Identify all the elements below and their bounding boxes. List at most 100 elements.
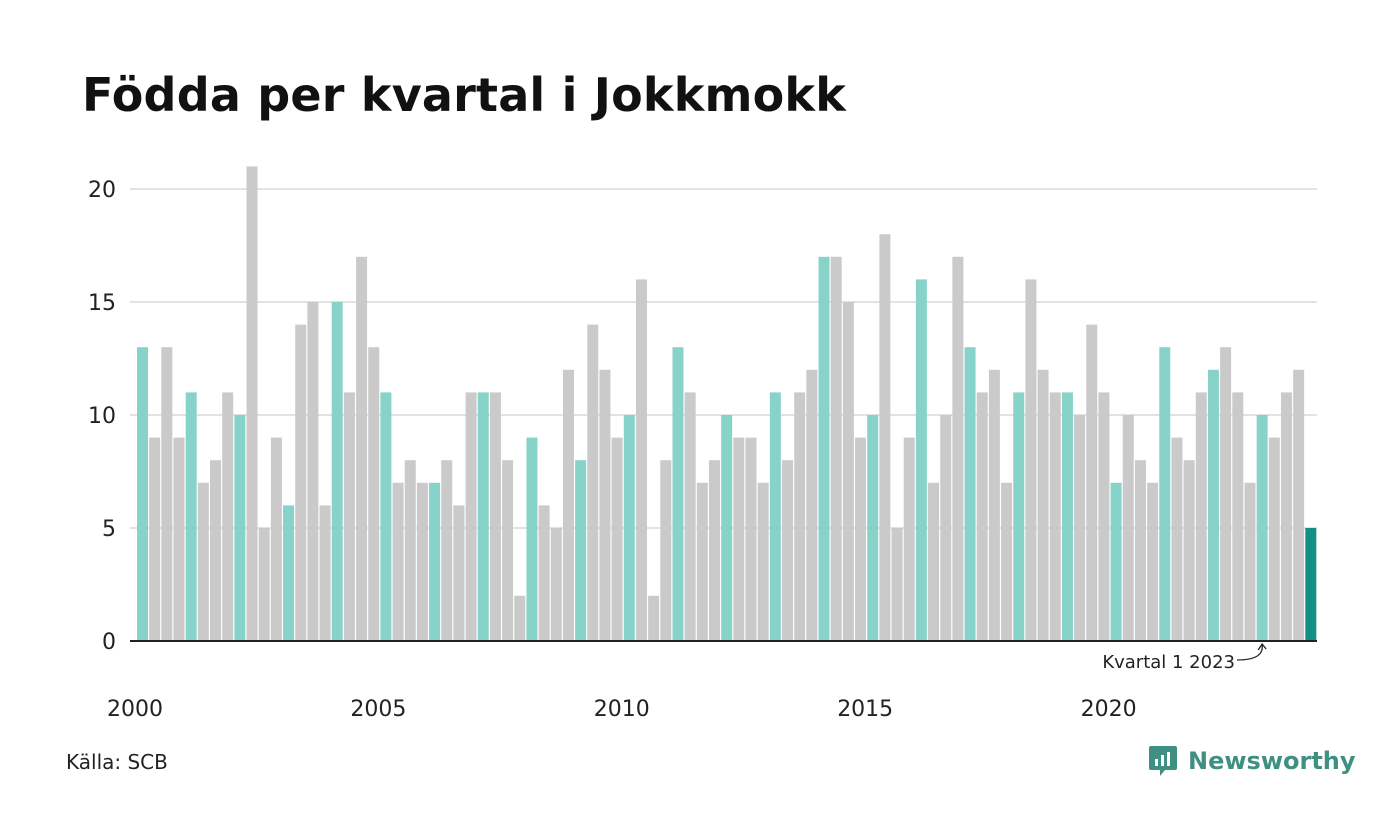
bar [806,369,818,641]
bar [404,460,416,641]
bar [149,437,161,641]
bar [599,369,611,641]
bar [1147,482,1159,641]
bar [818,256,830,641]
bar [137,347,148,641]
x-tick-label: 2015 [837,697,893,722]
bar [1122,415,1134,641]
bar [830,256,842,641]
bar [891,528,903,641]
x-tick-label: 2005 [350,697,406,722]
bar [331,302,343,641]
brand-logo[interactable]: Newsworthy [1148,744,1356,778]
bar [1061,392,1073,641]
bar [842,302,854,641]
bar [1280,392,1292,641]
bar [307,302,319,641]
bar [611,437,623,641]
bar [234,415,246,641]
brand-name: Newsworthy [1188,747,1356,775]
bar [672,347,684,641]
bar [258,528,270,641]
y-tick-label: 15 [88,291,116,316]
bar [1293,369,1305,641]
bar [1049,392,1061,641]
bar [185,392,197,641]
bar [270,437,282,641]
bar [915,279,927,641]
bar [477,392,489,641]
bar [1013,392,1025,641]
x-tick-label: 2010 [594,697,650,722]
bar [295,324,307,641]
bar [283,505,295,641]
bar [368,347,380,641]
bar [903,437,915,641]
bar [1268,437,1280,641]
bar [502,460,514,641]
bar [380,392,392,641]
bar [1110,482,1122,641]
bar [246,166,258,641]
bar [1244,482,1256,641]
bar [855,437,867,641]
bar [964,347,976,641]
x-tick-label: 2020 [1081,697,1137,722]
bar [489,392,501,641]
bar [1074,415,1086,641]
bar [1207,369,1219,641]
y-tick-label: 10 [88,404,116,429]
annotation-label: Kvartal 1 2023 [1102,652,1235,673]
bar [319,505,331,641]
y-tick-label: 5 [102,517,116,542]
bar [197,482,209,641]
bar [696,482,708,641]
bar [416,482,428,641]
bar [465,392,477,641]
bar [173,437,185,641]
bar [976,392,988,641]
bar [648,595,660,641]
bar [441,460,453,641]
bar [1159,347,1171,641]
bar [721,415,733,641]
x-tick-label: 2000 [107,697,163,722]
bar [1025,279,1037,641]
bar [343,392,355,641]
bar [769,392,781,641]
bar [1183,460,1195,641]
bar [1086,324,1098,641]
bar [708,460,720,641]
bar [745,437,757,641]
bar [1134,460,1146,641]
bar [623,415,635,641]
bar [429,482,441,641]
bar [392,482,404,641]
bar [210,460,222,641]
bar [1171,437,1183,641]
bar [1232,392,1244,641]
bar [794,392,806,641]
bar [514,595,526,641]
bar [526,437,538,641]
bar [940,415,952,641]
bar [562,369,574,641]
bar [575,460,587,641]
bar [867,415,879,641]
bar-highlight [1305,528,1317,641]
bar [684,392,696,641]
chart-title: Födda per kvartal i Jokkmokk [82,68,847,122]
y-tick-label: 0 [102,630,116,655]
bar [538,505,550,641]
bar [356,256,368,641]
bar [733,437,745,641]
bar [660,460,672,641]
bar [782,460,794,641]
bar [161,347,173,641]
bar [550,528,562,641]
bar [222,392,234,641]
bar [1098,392,1110,641]
bar [952,256,964,641]
bar [1256,415,1268,641]
